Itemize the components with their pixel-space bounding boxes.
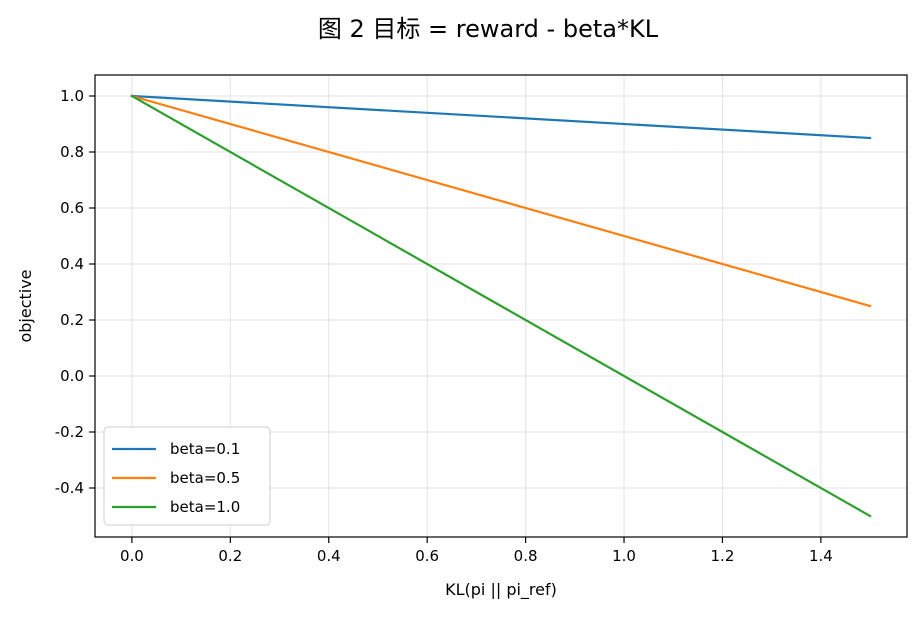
y-tick-label: -0.2 bbox=[55, 423, 84, 441]
x-tick-label: 0.2 bbox=[218, 547, 242, 565]
legend: beta=0.1 beta=0.5 beta=1.0 bbox=[103, 426, 271, 526]
legend-box bbox=[103, 426, 271, 526]
x-axis-label: KL(pi || pi_ref) bbox=[445, 580, 557, 600]
x-tick-label: 0.0 bbox=[120, 547, 144, 565]
y-tick-label: -0.4 bbox=[55, 479, 84, 497]
series-line-beta=0.5 bbox=[130, 94, 872, 308]
series-lines bbox=[130, 94, 872, 518]
legend-label: beta=0.1 bbox=[170, 440, 240, 458]
y-axis-ticks: 1.0 0.8 0.6 0.4 0.2 0.0 -0.2 -0.4 bbox=[55, 87, 95, 497]
legend-label: beta=1.0 bbox=[170, 498, 240, 516]
series-line-beta=1.0 bbox=[130, 94, 872, 518]
legend-label: beta=0.5 bbox=[170, 469, 240, 487]
x-tick-label: 0.8 bbox=[514, 547, 538, 565]
chart-title: 图 2 目标 = reward - beta*KL bbox=[318, 15, 659, 43]
y-tick-label: 0.2 bbox=[60, 311, 84, 329]
plot-area-frame bbox=[94, 74, 908, 538]
y-tick-label: 1.0 bbox=[60, 87, 84, 105]
grid-lines bbox=[95, 75, 907, 537]
y-tick-label: 0.8 bbox=[60, 143, 84, 161]
x-tick-label: 1.2 bbox=[711, 547, 735, 565]
series-line-beta=0.1 bbox=[130, 94, 872, 140]
x-tick-label: 0.4 bbox=[317, 547, 341, 565]
x-tick-label: 1.4 bbox=[809, 547, 833, 565]
y-tick-label: 0.6 bbox=[60, 199, 84, 217]
y-tick-label: 0.4 bbox=[60, 255, 84, 273]
x-axis-ticks: 0.0 0.2 0.4 0.6 0.8 1.0 1.2 1.4 bbox=[120, 537, 833, 565]
x-tick-label: 1.0 bbox=[612, 547, 636, 565]
y-tick-label: 0.0 bbox=[60, 367, 84, 385]
y-axis-label: objective bbox=[16, 269, 35, 342]
x-tick-label: 0.6 bbox=[415, 547, 439, 565]
